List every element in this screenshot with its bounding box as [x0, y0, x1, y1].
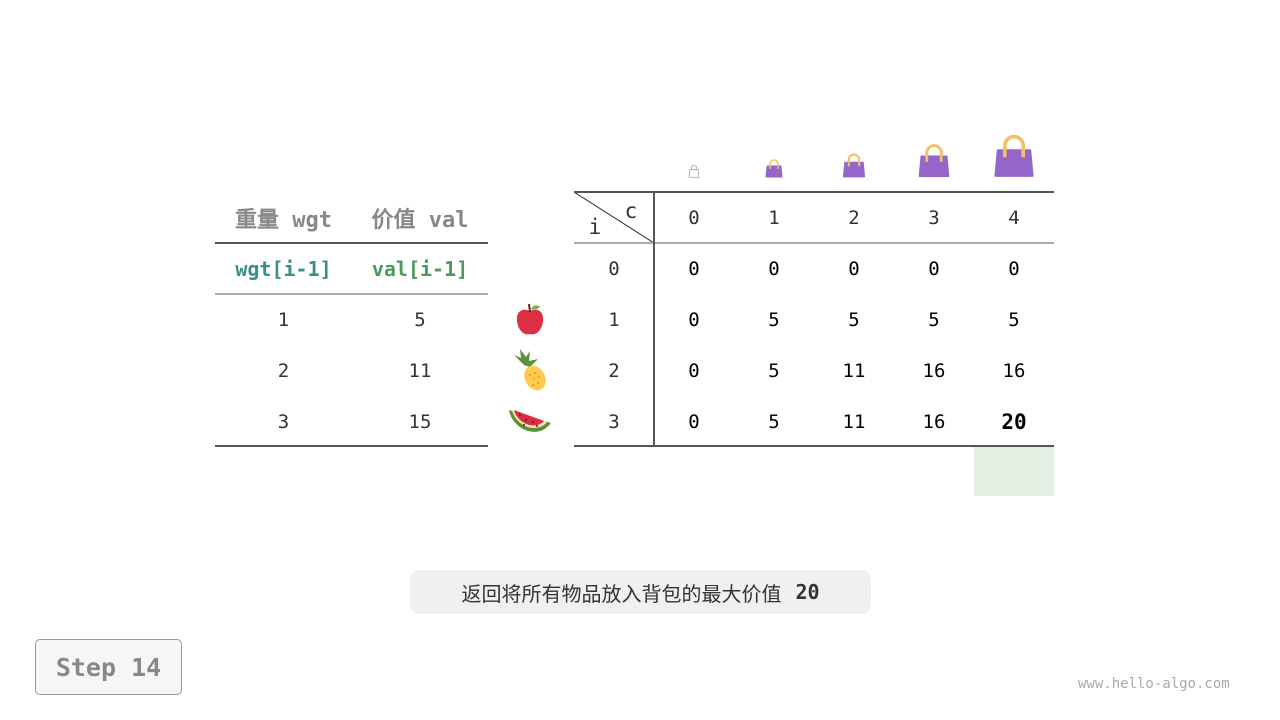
dp-cell: 5	[768, 359, 780, 382]
table-cell: 2	[277, 359, 290, 382]
dp-cell: 5	[1008, 308, 1020, 331]
caption: 返回将所有物品放入背包的最大价值 20	[410, 570, 871, 614]
apple-icon	[500, 294, 560, 345]
divider	[215, 445, 488, 447]
row-label: 0	[608, 257, 620, 280]
dp-cell: 5	[768, 308, 780, 331]
table-cell: 3	[277, 410, 290, 433]
divider	[215, 242, 488, 244]
corner-row-label: i	[588, 215, 602, 239]
table-cell: 11	[408, 359, 432, 382]
dp-cell: 0	[768, 257, 780, 280]
pineapple-icon	[500, 345, 560, 396]
row-label: 1	[608, 308, 620, 331]
divider	[574, 242, 1054, 244]
dp-cell: 11	[842, 410, 866, 433]
caption-text: 返回将所有物品放入背包的最大价值	[461, 581, 782, 606]
corner-diagonal	[573, 191, 655, 244]
bag-outline-icon	[654, 164, 734, 178]
dp-cell: 5	[768, 410, 780, 433]
divider	[215, 293, 488, 295]
divider	[574, 191, 1054, 193]
dp-cell: 16	[1002, 359, 1026, 382]
dp-cell: 0	[688, 257, 700, 280]
bag-icon	[814, 152, 894, 178]
capacity-header: 1	[768, 206, 780, 229]
capacity-header: 4	[1008, 206, 1020, 229]
dp-cell: 0	[688, 359, 700, 382]
table-cell: 1	[277, 308, 290, 331]
table-cell: 5	[414, 308, 426, 331]
column-subheader: wgt[i-1]	[235, 256, 332, 281]
caption-value: 20	[795, 580, 820, 604]
column-header: 价值 val	[371, 207, 469, 233]
dp-cell: 0	[688, 308, 700, 331]
dp-cell: 5	[848, 308, 860, 331]
dp-cell: 0	[688, 410, 700, 433]
dp-cell: 16	[922, 359, 946, 382]
capacity-header: 2	[848, 206, 860, 229]
capacity-header: 0	[688, 206, 700, 229]
corner-col-label: c	[624, 199, 638, 223]
dp-cell: 5	[928, 308, 940, 331]
dp-cell: 0	[1008, 257, 1020, 280]
dp-cell: 0	[928, 257, 940, 280]
bag-icon	[734, 158, 814, 178]
divider	[574, 445, 1054, 447]
dp-cell: 20	[1001, 409, 1027, 434]
table-cell: 15	[408, 410, 432, 433]
row-label: 3	[608, 410, 620, 433]
column-header: 重量 wgt	[235, 207, 332, 233]
highlight-cell	[974, 446, 1054, 496]
step-label: Step 14	[35, 639, 182, 695]
watermelon-icon	[500, 396, 560, 447]
watermark: www.hello-algo.com	[1078, 676, 1230, 692]
dp-cell: 0	[848, 257, 860, 280]
capacity-header: 3	[928, 206, 940, 229]
bag-icon	[894, 142, 974, 178]
column-subheader: val[i-1]	[371, 256, 469, 281]
row-label: 2	[608, 359, 620, 382]
dp-cell: 11	[842, 359, 866, 382]
dp-cell: 16	[922, 410, 946, 433]
bag-icon	[974, 132, 1054, 178]
divider	[653, 192, 655, 446]
